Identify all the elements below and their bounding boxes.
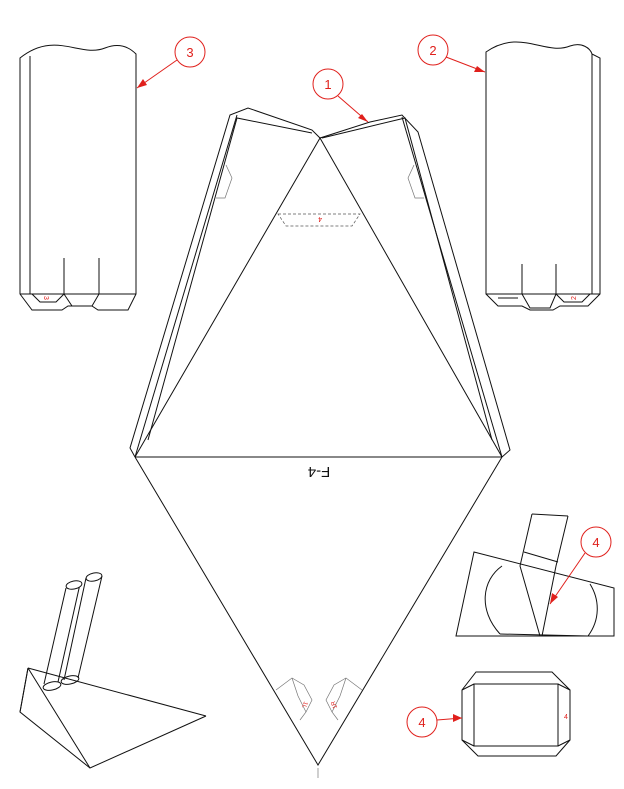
lower-diamond [134,456,503,766]
right-piece-outline [485,41,601,311]
iso-pipe-b-left [63,577,87,681]
iso-base-ridge [19,667,29,713]
side-view-sleeve-mid [523,551,559,563]
side-view-trapezoid [455,551,615,637]
diamond-right-mark: 1R [331,699,339,709]
callout-4-side-bubble [580,526,612,558]
center-label: F-4 [308,463,331,480]
callout-2-number: 2 [429,43,436,58]
iso-base-top-edge [27,667,207,769]
callout-2: 2 [417,34,486,73]
callout-4-side: 4 [549,526,612,605]
iso-pipe-a-base [42,681,62,691]
side-view-sleeve-top [531,513,569,517]
end-view-inner [473,683,559,747]
left-piece-tab-b [63,293,100,307]
iso-pipe-a-right [57,583,81,683]
iso-pipe-a-top [65,580,83,590]
end-view: 4 [461,671,571,757]
callout-2-arrowhead [474,66,485,72]
dashed-tab [277,213,361,227]
callout-4-end: 4 [406,706,463,738]
side-view-chord [499,633,589,637]
main-flat-pattern: F-4 4 1L 1R [129,107,511,778]
end-view-corner-bl [461,739,475,747]
callout-4-end-number: 4 [418,715,425,730]
dashed-tab-mark: 4 [318,215,322,222]
right-piece-mark: 2 [571,296,578,300]
iso-base-diagonal [27,667,207,717]
callout-1-arrowhead [358,114,368,122]
fold-line-right [401,116,503,458]
iso-pipe-b-base [60,675,80,685]
side-view-sleeve-left [519,513,541,637]
side-section-view [455,513,615,637]
callout-4-side-leader [549,552,586,605]
iso-pipe-a-left [43,587,67,685]
end-view-corner-tr [557,683,571,691]
right-piece-tab-b [555,293,591,303]
callout-4-side-arrowhead [550,593,558,604]
isometric-assembly-view [19,572,207,769]
lower-tab-right-inner [331,677,347,713]
end-view-corner-br [557,739,571,747]
fold-line-left [134,114,238,458]
lower-tab-right [325,677,363,721]
callout-3-number: 3 [186,45,193,60]
tab-notch-right [407,164,424,199]
tab-notch-left [216,164,233,199]
end-view-mark: 4 [564,714,568,721]
left-piece-tab-a [31,293,65,303]
callout-4-end-arrowhead [453,714,462,722]
left-piece-mark: 3 [42,296,49,300]
right-piece: 2 [485,41,601,311]
side-view-sleeve-right [541,515,569,637]
left-piece-outline [19,44,137,311]
side-view-arc [484,565,598,637]
left-piece: 3 [19,44,137,311]
callout-2-bubble [417,34,449,66]
callout-3-bubble [174,36,206,68]
right-piece-tab-a [521,293,557,309]
callout-1-bubble [312,68,344,100]
iso-pipe-b-top [85,572,103,582]
callout-1-number: 1 [324,77,331,92]
diamond-left-mark: 1L [300,700,308,709]
center-triangle [134,136,503,458]
iso-base-back [19,667,91,769]
fold-line-left-inner [147,117,313,441]
callout-4-side-number: 4 [592,535,599,550]
fold-line-right-inner [321,117,493,441]
end-view-outer [461,671,571,757]
callout-1: 1 [312,68,369,123]
callout-3: 3 [136,36,206,89]
bottom-tick-mark: 1 [318,785,319,786]
lower-tab-left [275,677,313,721]
end-view-corner-tl [461,683,475,691]
callout-3-arrowhead [137,79,147,88]
callout-4-end-bubble [406,706,438,738]
iso-pipe-b-right [77,575,103,679]
lower-tab-left-inner [291,677,307,713]
